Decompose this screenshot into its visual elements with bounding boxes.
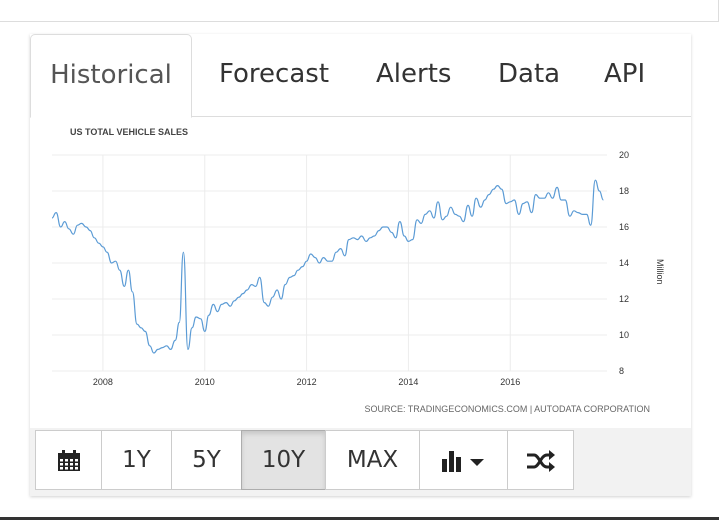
bar-chart-icon — [441, 450, 484, 472]
y-tick-label: 12 — [619, 294, 629, 304]
chart-type-dropdown[interactable] — [419, 430, 508, 490]
compare-button[interactable] — [507, 430, 574, 490]
chart-title: US TOTAL VEHICLE SALES — [70, 127, 188, 137]
y-tick-label: 8 — [619, 366, 624, 376]
x-tick-label: 2016 — [500, 377, 520, 387]
chart-panel: Historical Forecast Alerts Data API US T… — [30, 34, 691, 496]
y-tick-label: 16 — [619, 222, 629, 232]
tab-historical[interactable]: Historical — [30, 34, 192, 118]
x-tick-label: 2014 — [398, 377, 418, 387]
line-chart: US TOTAL VEHICLE SALES 8 10 12 14 16 18 20 200… — [51, 127, 665, 414]
calendar-icon — [57, 449, 80, 471]
tab-bar: Historical Forecast Alerts Data API — [30, 34, 691, 118]
tab-api[interactable]: API — [604, 59, 646, 89]
tab-alerts[interactable]: Alerts — [376, 59, 452, 89]
y-axis-label: Million — [655, 259, 665, 285]
chart-toolbar: 1Y 5Y 10Y MAX — [30, 428, 691, 496]
y-tick-label: 18 — [619, 186, 629, 196]
x-tick-label: 2010 — [195, 377, 215, 387]
y-tick-label: 10 — [619, 330, 629, 340]
series-line — [51, 179, 604, 354]
range-1y-button[interactable]: 1Y — [101, 430, 172, 490]
chart-area: US TOTAL VEHICLE SALES 8 10 12 14 16 18 20 200… — [30, 118, 691, 428]
y-tick-label: 20 — [619, 150, 629, 160]
range-10y-button[interactable]: 10Y — [241, 430, 326, 490]
x-tick-label: 2012 — [297, 377, 317, 387]
range-5y-button[interactable]: 5Y — [171, 430, 242, 490]
calendar-button[interactable] — [35, 430, 102, 490]
bottom-edge — [0, 517, 719, 520]
search-field[interactable] — [0, 0, 719, 22]
caret-down-icon — [469, 458, 484, 466]
chart-source: SOURCE: TRADINGECONOMICS.COM | AUTODATA … — [364, 404, 650, 414]
y-tick-label: 14 — [619, 258, 629, 268]
tab-forecast[interactable]: Forecast — [219, 59, 330, 89]
shuffle-icon — [526, 449, 555, 472]
x-tick-label: 2008 — [93, 377, 113, 387]
range-max-button[interactable]: MAX — [325, 430, 420, 490]
tab-data[interactable]: Data — [498, 59, 561, 89]
